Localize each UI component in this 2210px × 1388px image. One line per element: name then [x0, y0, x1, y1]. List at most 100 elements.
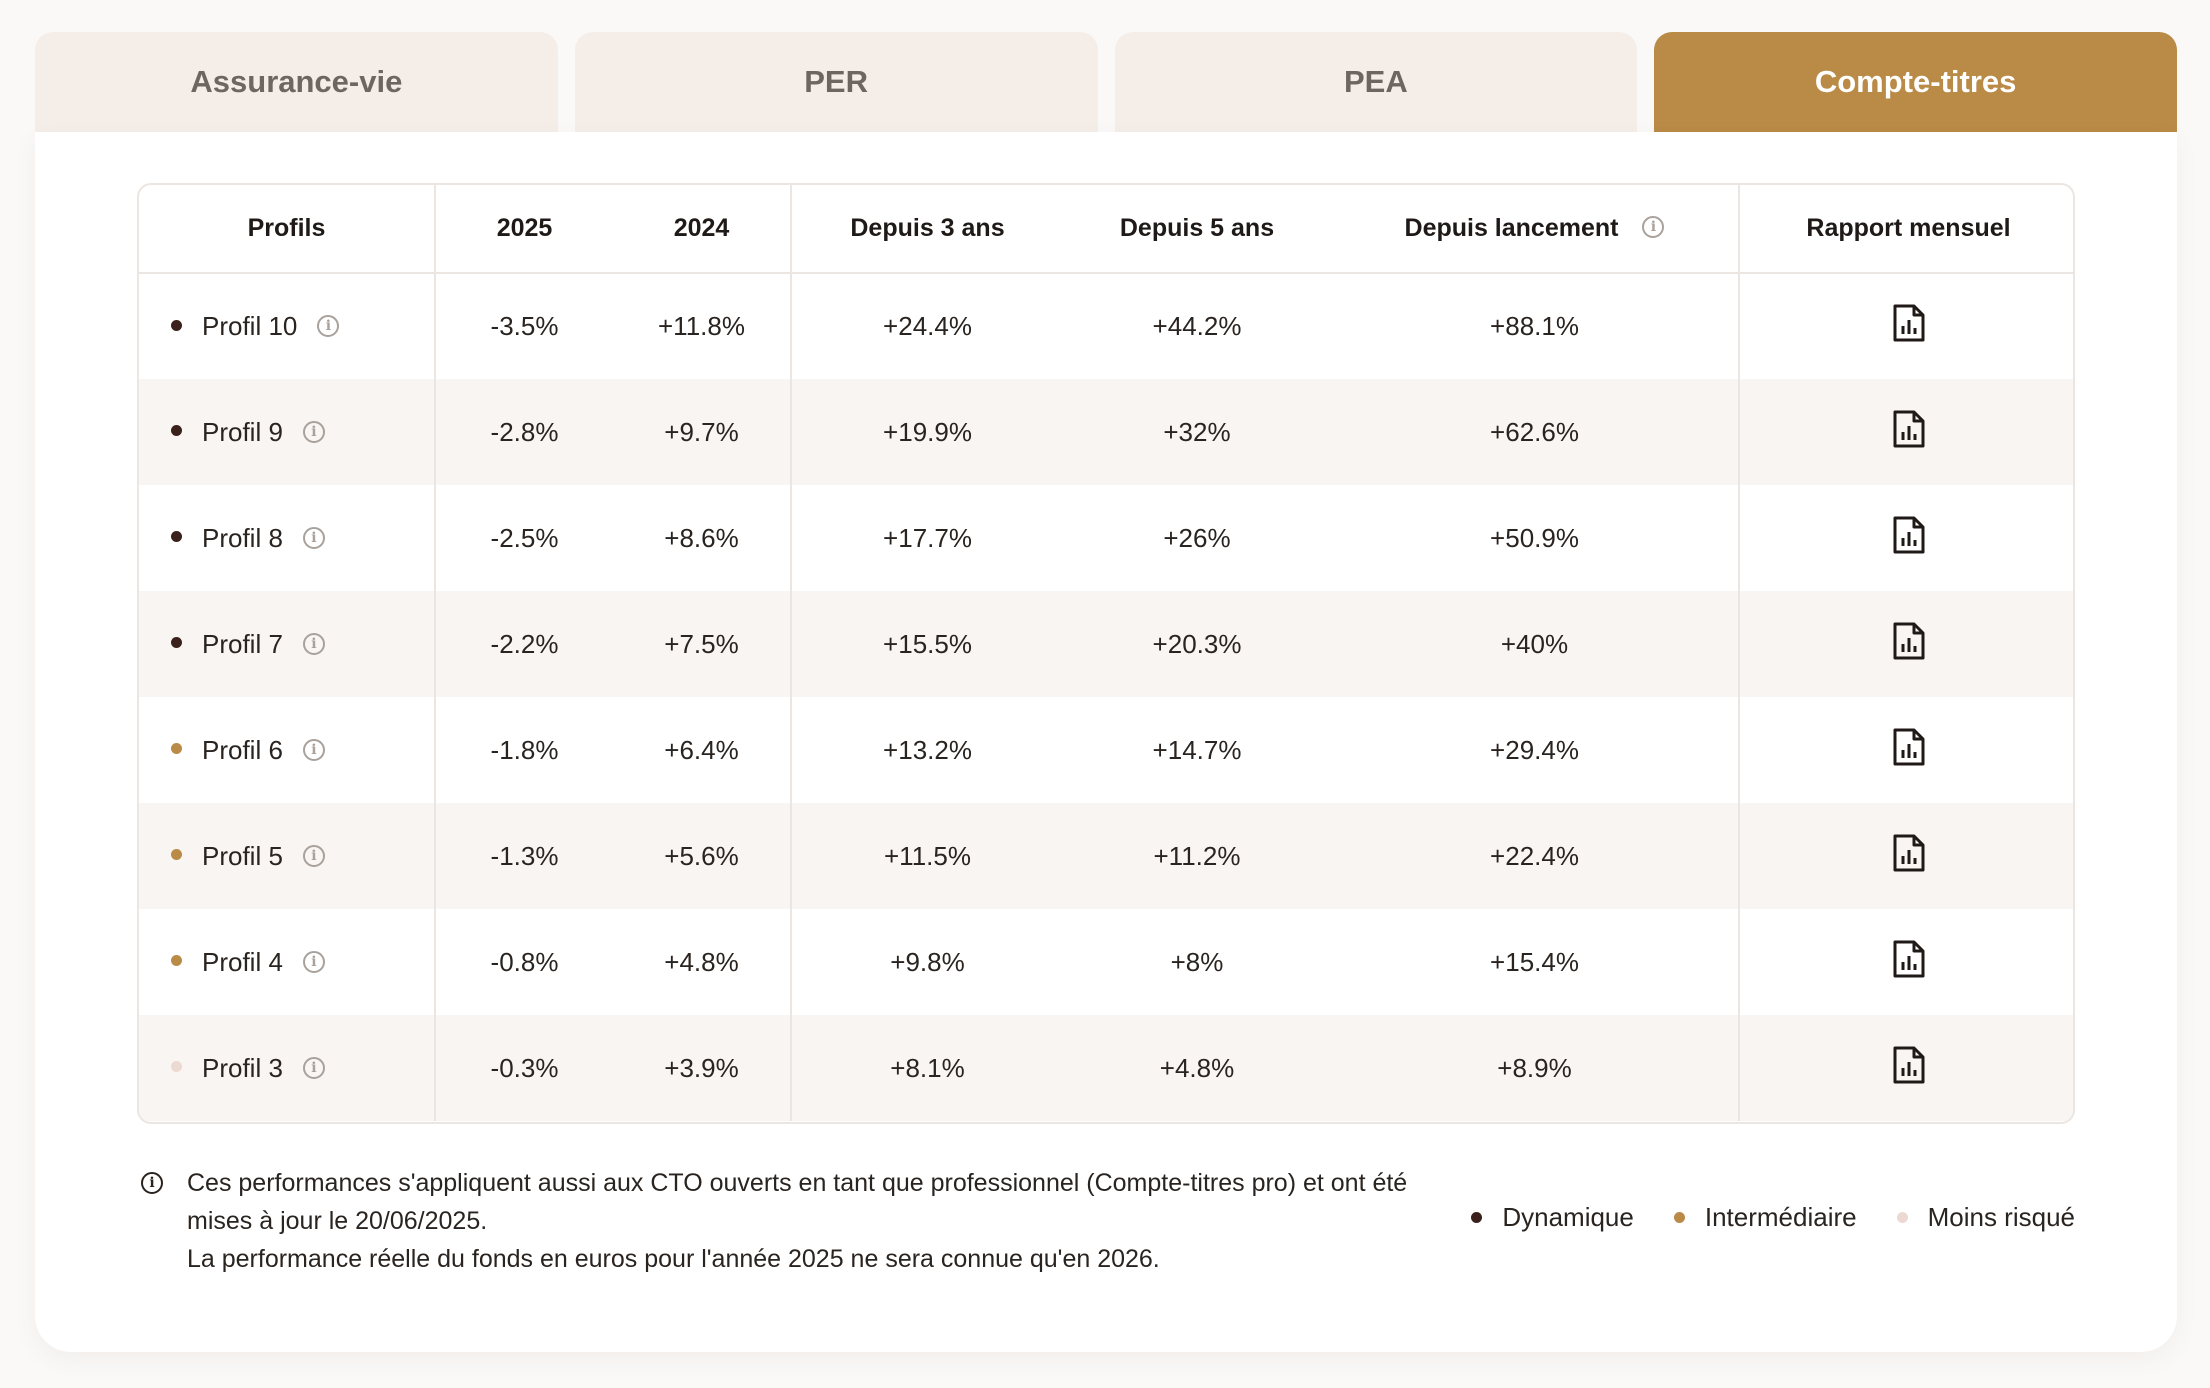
- cell-depuis-5-ans: +8%: [1170, 946, 1224, 977]
- chart-document-icon[interactable]: [1892, 516, 1926, 561]
- table-header-row: Profils 2025 2024 Depuis 3 ans Depuis 5 …: [139, 185, 2073, 274]
- performance-card: Profils 2025 2024 Depuis 3 ans Depuis 5 …: [35, 132, 2177, 1352]
- cell-2024: +6.4%: [664, 734, 739, 765]
- cell-depuis-3-ans: +15.5%: [790, 591, 1063, 697]
- info-icon[interactable]: i: [302, 844, 325, 867]
- footnote-line-2: La performance réelle du fonds en euros …: [187, 1245, 1160, 1273]
- cell-2024: +9.7%: [613, 379, 791, 485]
- legend-label: Intermédiaire: [1704, 1202, 1857, 1232]
- cell-depuis-3-ans: +9.8%: [790, 909, 1063, 1015]
- cell-depuis-lancement: +29.4%: [1490, 734, 1579, 765]
- cell-depuis-lancement: +40%: [1331, 591, 1739, 697]
- cell-2024: +5.6%: [613, 803, 791, 909]
- cell-2024: +11.8%: [658, 311, 745, 341]
- cell-2025: -2.8%: [434, 379, 613, 485]
- profile-name: Profil 7: [202, 628, 283, 659]
- info-icon[interactable]: i: [302, 420, 325, 443]
- header-2025: 2025: [434, 185, 613, 274]
- cell-rapport-mensuel: [1738, 1015, 2073, 1121]
- legend-dot: [1673, 1212, 1685, 1223]
- cell-2025: -1.8%: [434, 697, 613, 803]
- risk-dot: [171, 849, 182, 861]
- profile-name: Profil 8: [202, 522, 283, 553]
- profile-cell: Profil 10 i: [139, 273, 435, 379]
- chart-document-icon[interactable]: [1892, 1046, 1926, 1091]
- tab-per[interactable]: PER: [574, 32, 1098, 132]
- cell-rapport-mensuel: [1738, 379, 2073, 485]
- info-icon[interactable]: i: [302, 632, 325, 655]
- info-icon[interactable]: i: [302, 950, 325, 973]
- cell-2025: -0.8%: [434, 909, 613, 1015]
- profile-name: Profil 5: [202, 840, 283, 871]
- header-depuis-3-ans: Depuis 3 ans: [790, 185, 1063, 274]
- table-row: Profil 8 i -2.5% +8.6% +17.7% +26% +50.9%: [139, 485, 2073, 591]
- info-icon[interactable]: i: [302, 1056, 325, 1079]
- legend-label: Dynamique: [1502, 1202, 1634, 1232]
- info-icon: i: [141, 1172, 163, 1194]
- profile-name: Profil 9: [202, 416, 283, 447]
- cell-rapport-mensuel: [1738, 273, 2073, 379]
- product-tabs: Assurance-vie PER PEA Compte-titres: [35, 32, 2177, 132]
- profile-cell: Profil 7 i: [139, 591, 435, 697]
- cell-2024: +4.8%: [664, 946, 739, 977]
- profile-name: Profil 10: [202, 311, 298, 341]
- profile-name: Profil 4: [202, 946, 283, 977]
- profile-cell: Profil 3 i: [139, 1015, 435, 1121]
- cell-depuis-lancement: +8.9%: [1331, 1015, 1739, 1121]
- legend: Dynamique Intermédiaire Moins risqué: [1471, 1202, 2075, 1233]
- header-2024: 2024: [613, 185, 791, 274]
- cell-depuis-3-ans: +8.1%: [790, 1015, 1063, 1121]
- legend-item: Moins risqué: [1896, 1202, 2075, 1233]
- table-row: Profil 4 i -0.8% +4.8% +9.8% +8% +15.4%: [139, 909, 2073, 1015]
- table-row: Profil 6 i -1.8% +6.4% +13.2% +14.7% +29.4%: [139, 697, 2073, 803]
- info-icon[interactable]: i: [302, 526, 325, 549]
- table-row: Profil 7 i -2.2% +7.5% +15.5% +20.3% +40%: [139, 591, 2073, 697]
- risk-dot: [171, 743, 182, 755]
- chart-document-icon[interactable]: [1892, 940, 1926, 985]
- chart-document-icon[interactable]: [1892, 410, 1926, 455]
- cell-depuis-5-ans: +44.2%: [1152, 311, 1242, 341]
- profile-name: Profil 6: [202, 734, 283, 765]
- risk-dot: [171, 637, 182, 649]
- legend-item: Intermédiaire: [1673, 1202, 1857, 1233]
- chart-document-icon[interactable]: [1892, 728, 1926, 773]
- cell-2024: +3.9%: [613, 1015, 791, 1121]
- profile-cell: Profil 5 i: [139, 803, 435, 909]
- info-icon[interactable]: i: [317, 315, 340, 338]
- cell-depuis-5-ans: +11.2%: [1063, 803, 1331, 909]
- legend-item: Dynamique: [1471, 1202, 1634, 1233]
- performance-table-container: Profils 2025 2024 Depuis 3 ans Depuis 5 …: [137, 183, 2075, 1124]
- table-row: Profil 5 i -1.3% +5.6% +11.5% +11.2% +22.4%: [139, 803, 2073, 909]
- tab-compte-titres[interactable]: Compte-titres: [1654, 32, 2177, 132]
- risk-dot: [171, 955, 182, 967]
- cell-depuis-5-ans: +20.3%: [1063, 591, 1331, 697]
- cell-depuis-5-ans: +26%: [1163, 522, 1231, 553]
- cell-depuis-3-ans: +24.4%: [790, 273, 1063, 379]
- table-row: Profil 10 i -3.5% +11.8% +24.4% +44.2% +88.1%: [139, 273, 2073, 379]
- tab-assurance-vie[interactable]: Assurance-vie: [35, 32, 558, 132]
- cell-rapport-mensuel: [1738, 697, 2073, 803]
- cell-depuis-3-ans: +19.9%: [790, 379, 1063, 485]
- chart-document-icon[interactable]: [1892, 304, 1926, 349]
- table-row: Profil 3 i -0.3% +3.9% +8.1% +4.8% +8.9%: [139, 1015, 2073, 1121]
- cell-depuis-lancement: +50.9%: [1490, 522, 1579, 553]
- info-icon[interactable]: i: [302, 738, 325, 761]
- header-depuis-lancement: Depuis lancement i: [1331, 185, 1739, 274]
- cell-2024: +7.5%: [613, 591, 791, 697]
- cell-depuis-lancement: +88.1%: [1490, 311, 1579, 341]
- cell-rapport-mensuel: [1738, 591, 2073, 697]
- chart-document-icon[interactable]: [1892, 622, 1926, 667]
- profile-cell: Profil 4 i: [139, 909, 435, 1015]
- profile-name: Profil 3: [202, 1052, 283, 1083]
- legend-label: Moins risqué: [1927, 1202, 2075, 1232]
- cell-2025: -2.5%: [434, 485, 613, 591]
- cell-depuis-lancement: +62.6%: [1331, 379, 1739, 485]
- risk-dot: [171, 425, 182, 437]
- info-icon[interactable]: i: [1642, 216, 1665, 239]
- table-row: Profil 9 i -2.8% +9.7% +19.9% +32% +62.6%: [139, 379, 2073, 485]
- chart-document-icon[interactable]: [1892, 834, 1926, 879]
- cell-depuis-5-ans: +32%: [1063, 379, 1331, 485]
- tab-pea[interactable]: PEA: [1114, 32, 1638, 132]
- risk-dot: [171, 531, 182, 543]
- cell-2025: -2.2%: [434, 591, 613, 697]
